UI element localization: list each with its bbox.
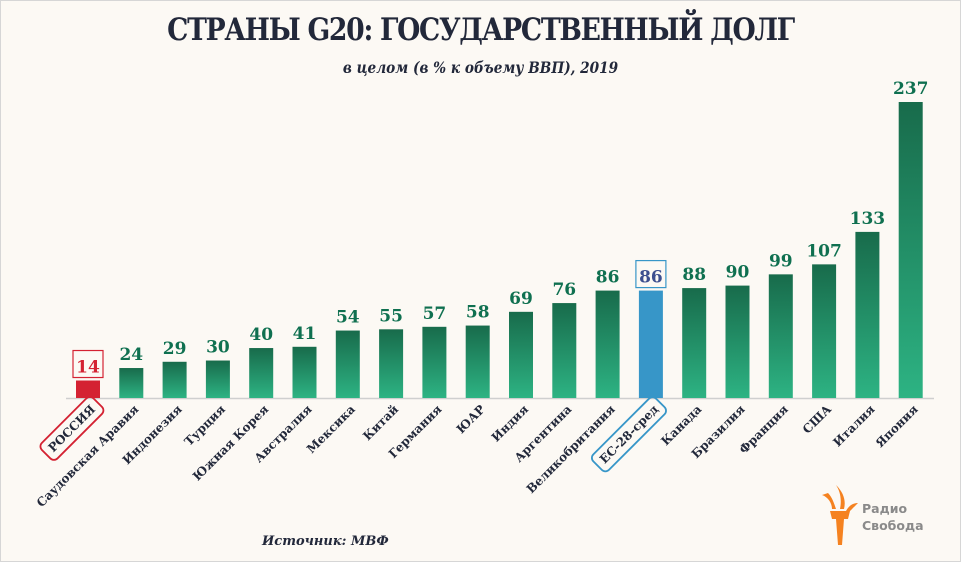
value-label: 90 — [726, 263, 750, 283]
bar-8 — [422, 326, 447, 398]
bar-5 — [292, 346, 317, 398]
radio-svoboda-logo-text: Радио Свобода — [862, 500, 924, 534]
bar-2 — [162, 361, 187, 398]
bar-4 — [249, 348, 274, 398]
value-label: 55 — [379, 306, 403, 326]
category-label: Китай — [360, 402, 401, 443]
category-label-group: Италия — [830, 402, 877, 449]
value-label: 30 — [206, 338, 230, 358]
source-note: Источник: МВФ — [262, 534, 389, 549]
category-highlight-box — [39, 396, 105, 461]
value-label: 133 — [850, 209, 886, 229]
category-label: Япония — [873, 402, 921, 450]
value-label: 76 — [552, 280, 576, 300]
value-highlight-box — [72, 349, 104, 379]
value-label: 29 — [163, 339, 187, 359]
category-highlight-box — [590, 396, 667, 473]
bar-19 — [898, 102, 923, 398]
category-label: Индия — [489, 402, 531, 444]
bar-1 — [119, 368, 144, 398]
bar-10 — [509, 311, 533, 398]
value-label: 86 — [596, 268, 620, 288]
value-highlight-box — [635, 259, 667, 289]
value-label: 237 — [893, 79, 929, 99]
category-label: США — [800, 402, 834, 436]
logo-line-2: Свобода — [862, 518, 924, 533]
bar-15 — [725, 285, 750, 398]
bar-9 — [465, 325, 490, 398]
bar-0 — [76, 380, 100, 398]
value-label: 40 — [249, 325, 273, 345]
category-label: Южная Корея — [190, 402, 271, 483]
value-label: 54 — [336, 308, 360, 328]
value-label: 99 — [769, 251, 793, 271]
chart-subtitle: в целом (в % к объему ВВП), 2019 — [342, 58, 619, 77]
category-label: ЮАР — [454, 402, 488, 436]
category-label-group: ЕС-28-сред — [590, 396, 667, 473]
category-label-group: Китай — [360, 402, 401, 443]
value-label: 86 — [639, 268, 663, 288]
bar-14 — [682, 288, 707, 398]
value-label: 58 — [466, 303, 490, 323]
value-label: 41 — [293, 324, 317, 344]
value-label: 24 — [119, 345, 143, 365]
value-label: 14 — [76, 358, 100, 378]
bar-7 — [379, 329, 404, 398]
bar-3 — [205, 360, 230, 398]
chart-title: СТРАНЫ G20: ГОСУДАРСТВЕННЫЙ ДОЛГ — [167, 12, 795, 48]
logo-line-1: Радио — [862, 501, 908, 516]
bar-6 — [335, 330, 360, 398]
value-label: 107 — [806, 241, 842, 261]
value-label: 57 — [423, 304, 447, 324]
category-label: Италия — [830, 402, 877, 449]
bar-18 — [855, 231, 880, 398]
bar-16 — [768, 274, 793, 398]
value-label: 69 — [509, 289, 533, 309]
bar-13 — [638, 290, 663, 398]
category-label-group: Япония — [873, 402, 921, 450]
bar-17 — [812, 264, 837, 398]
category-label-group: Индия — [489, 402, 531, 444]
torch-logo-icon — [822, 485, 858, 545]
category-label-group: ЮАР — [454, 402, 488, 436]
value-label: 88 — [682, 265, 706, 285]
bar-12 — [595, 290, 620, 398]
category-label-group: США — [800, 402, 834, 436]
category-label-group: Южная Корея — [190, 402, 271, 483]
bar-11 — [552, 303, 577, 398]
